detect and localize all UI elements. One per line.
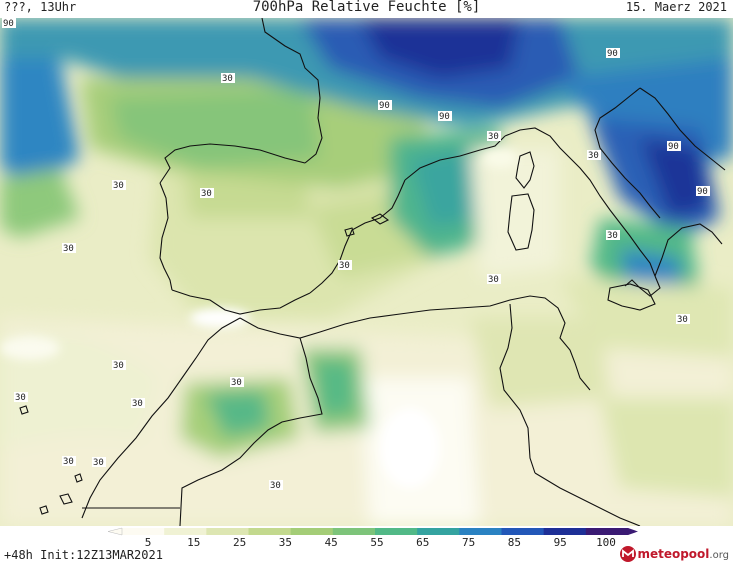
meteopool-logo-icon bbox=[620, 546, 637, 562]
legend-swatch bbox=[122, 528, 165, 535]
svg-text:30: 30 bbox=[113, 361, 124, 371]
svg-text:30: 30 bbox=[488, 275, 499, 285]
svg-text:30: 30 bbox=[607, 231, 618, 241]
contour-label: 90 bbox=[667, 141, 681, 152]
contour-label: 90 bbox=[2, 18, 16, 29]
legend-swatch bbox=[459, 528, 502, 535]
svg-text:30: 30 bbox=[132, 399, 143, 409]
legend-swatch bbox=[375, 528, 418, 535]
contour-label: 30 bbox=[230, 377, 244, 388]
contour-label: 30 bbox=[606, 230, 620, 241]
contour-label: 90 bbox=[378, 100, 392, 111]
legend-swatch bbox=[501, 528, 545, 535]
meteopool-logo[interactable]: meteopool.org bbox=[619, 544, 729, 564]
contour-label: 30 bbox=[487, 274, 501, 285]
contour-labels: 90 30 30 90 90 90 30 30 30 30 90 30 90 3… bbox=[2, 18, 710, 491]
legend-tick-label: 85 bbox=[508, 536, 521, 548]
svg-text:30: 30 bbox=[677, 315, 688, 325]
svg-text:30: 30 bbox=[270, 481, 281, 491]
contour-label: 30 bbox=[338, 260, 352, 271]
svg-text:30: 30 bbox=[339, 261, 350, 271]
svg-text:90: 90 bbox=[439, 112, 450, 122]
svg-text:30: 30 bbox=[113, 181, 124, 191]
legend-arrow-left bbox=[107, 527, 123, 536]
legend-tick-label: 45 bbox=[325, 536, 338, 548]
contour-label: 30 bbox=[14, 392, 28, 403]
legend-swatch bbox=[248, 528, 292, 535]
coastlines bbox=[19, 18, 726, 526]
svg-text:30: 30 bbox=[63, 244, 74, 254]
logo-main: meteopool bbox=[637, 547, 710, 561]
contour-label: 30 bbox=[269, 480, 283, 491]
color-legend: 5 15 25 35 45 55 65 75 85 95 100 bbox=[0, 526, 733, 566]
svg-text:90: 90 bbox=[607, 49, 618, 59]
svg-text:90: 90 bbox=[379, 101, 390, 111]
legend-tick-label: 75 bbox=[462, 536, 475, 548]
legend-swatch bbox=[164, 528, 207, 535]
header: ???, 13Uhr 700hPa Relative Feuchte [%] 1… bbox=[0, 0, 733, 18]
contour-label: 30 bbox=[200, 188, 214, 199]
contour-label: 90 bbox=[606, 48, 620, 59]
logo-domain: .org bbox=[709, 550, 729, 561]
svg-text:30: 30 bbox=[201, 189, 212, 199]
contour-label: 90 bbox=[696, 186, 710, 197]
contour-label: 30 bbox=[112, 180, 126, 191]
legend-swatch bbox=[585, 528, 629, 535]
contour-label: 30 bbox=[112, 360, 126, 371]
svg-text:30: 30 bbox=[63, 457, 74, 467]
legend-swatch bbox=[206, 528, 249, 535]
forecast-day-label: ???, 13Uhr bbox=[4, 0, 77, 14]
contour-label: 30 bbox=[131, 398, 145, 409]
legend-colorbar: 5 15 25 35 45 55 65 75 85 95 100 bbox=[107, 527, 638, 548]
legend-tick-label: 5 bbox=[145, 536, 152, 548]
contour-label: 30 bbox=[587, 150, 601, 161]
logo-text: meteopool.org bbox=[637, 547, 729, 561]
legend-tick-label: 35 bbox=[279, 536, 292, 548]
svg-text:90: 90 bbox=[697, 187, 708, 197]
contour-label: 30 bbox=[62, 456, 76, 467]
contour-label: 30 bbox=[221, 73, 235, 84]
contour-label: 30 bbox=[676, 314, 690, 325]
contour-label: 30 bbox=[92, 457, 106, 468]
svg-text:90: 90 bbox=[3, 19, 14, 29]
map-title: 700hPa Relative Feuchte [%] bbox=[252, 0, 481, 15]
contour-label: 30 bbox=[487, 131, 501, 142]
forecast-date: 15. Maerz 2021 bbox=[625, 0, 727, 14]
run-info: +48h Init:12Z13MAR2021 bbox=[4, 548, 163, 562]
legend-tick-label: 25 bbox=[233, 536, 246, 548]
svg-text:90: 90 bbox=[668, 142, 679, 152]
legend-swatch bbox=[543, 528, 587, 535]
legend-tick-label: 15 bbox=[187, 536, 200, 548]
legend-arrow-right bbox=[628, 528, 638, 535]
svg-text:30: 30 bbox=[488, 132, 499, 142]
legend-tick-label: 95 bbox=[554, 536, 567, 548]
svg-text:30: 30 bbox=[588, 151, 599, 161]
legend-swatch bbox=[290, 528, 334, 535]
svg-text:30: 30 bbox=[231, 378, 242, 388]
legend-tick-label: 55 bbox=[370, 536, 383, 548]
contour-label: 90 bbox=[438, 111, 452, 122]
svg-text:30: 30 bbox=[15, 393, 26, 403]
legend-swatch bbox=[417, 528, 460, 535]
humidity-map: 90 30 30 90 90 90 30 30 30 30 90 30 90 3… bbox=[0, 18, 733, 526]
svg-text:30: 30 bbox=[222, 74, 233, 84]
legend-tick-label: 65 bbox=[416, 536, 429, 548]
svg-text:30: 30 bbox=[93, 458, 104, 468]
legend-tick-label: 100 bbox=[596, 536, 616, 548]
contour-label: 30 bbox=[62, 243, 76, 254]
legend-swatch bbox=[332, 528, 376, 535]
